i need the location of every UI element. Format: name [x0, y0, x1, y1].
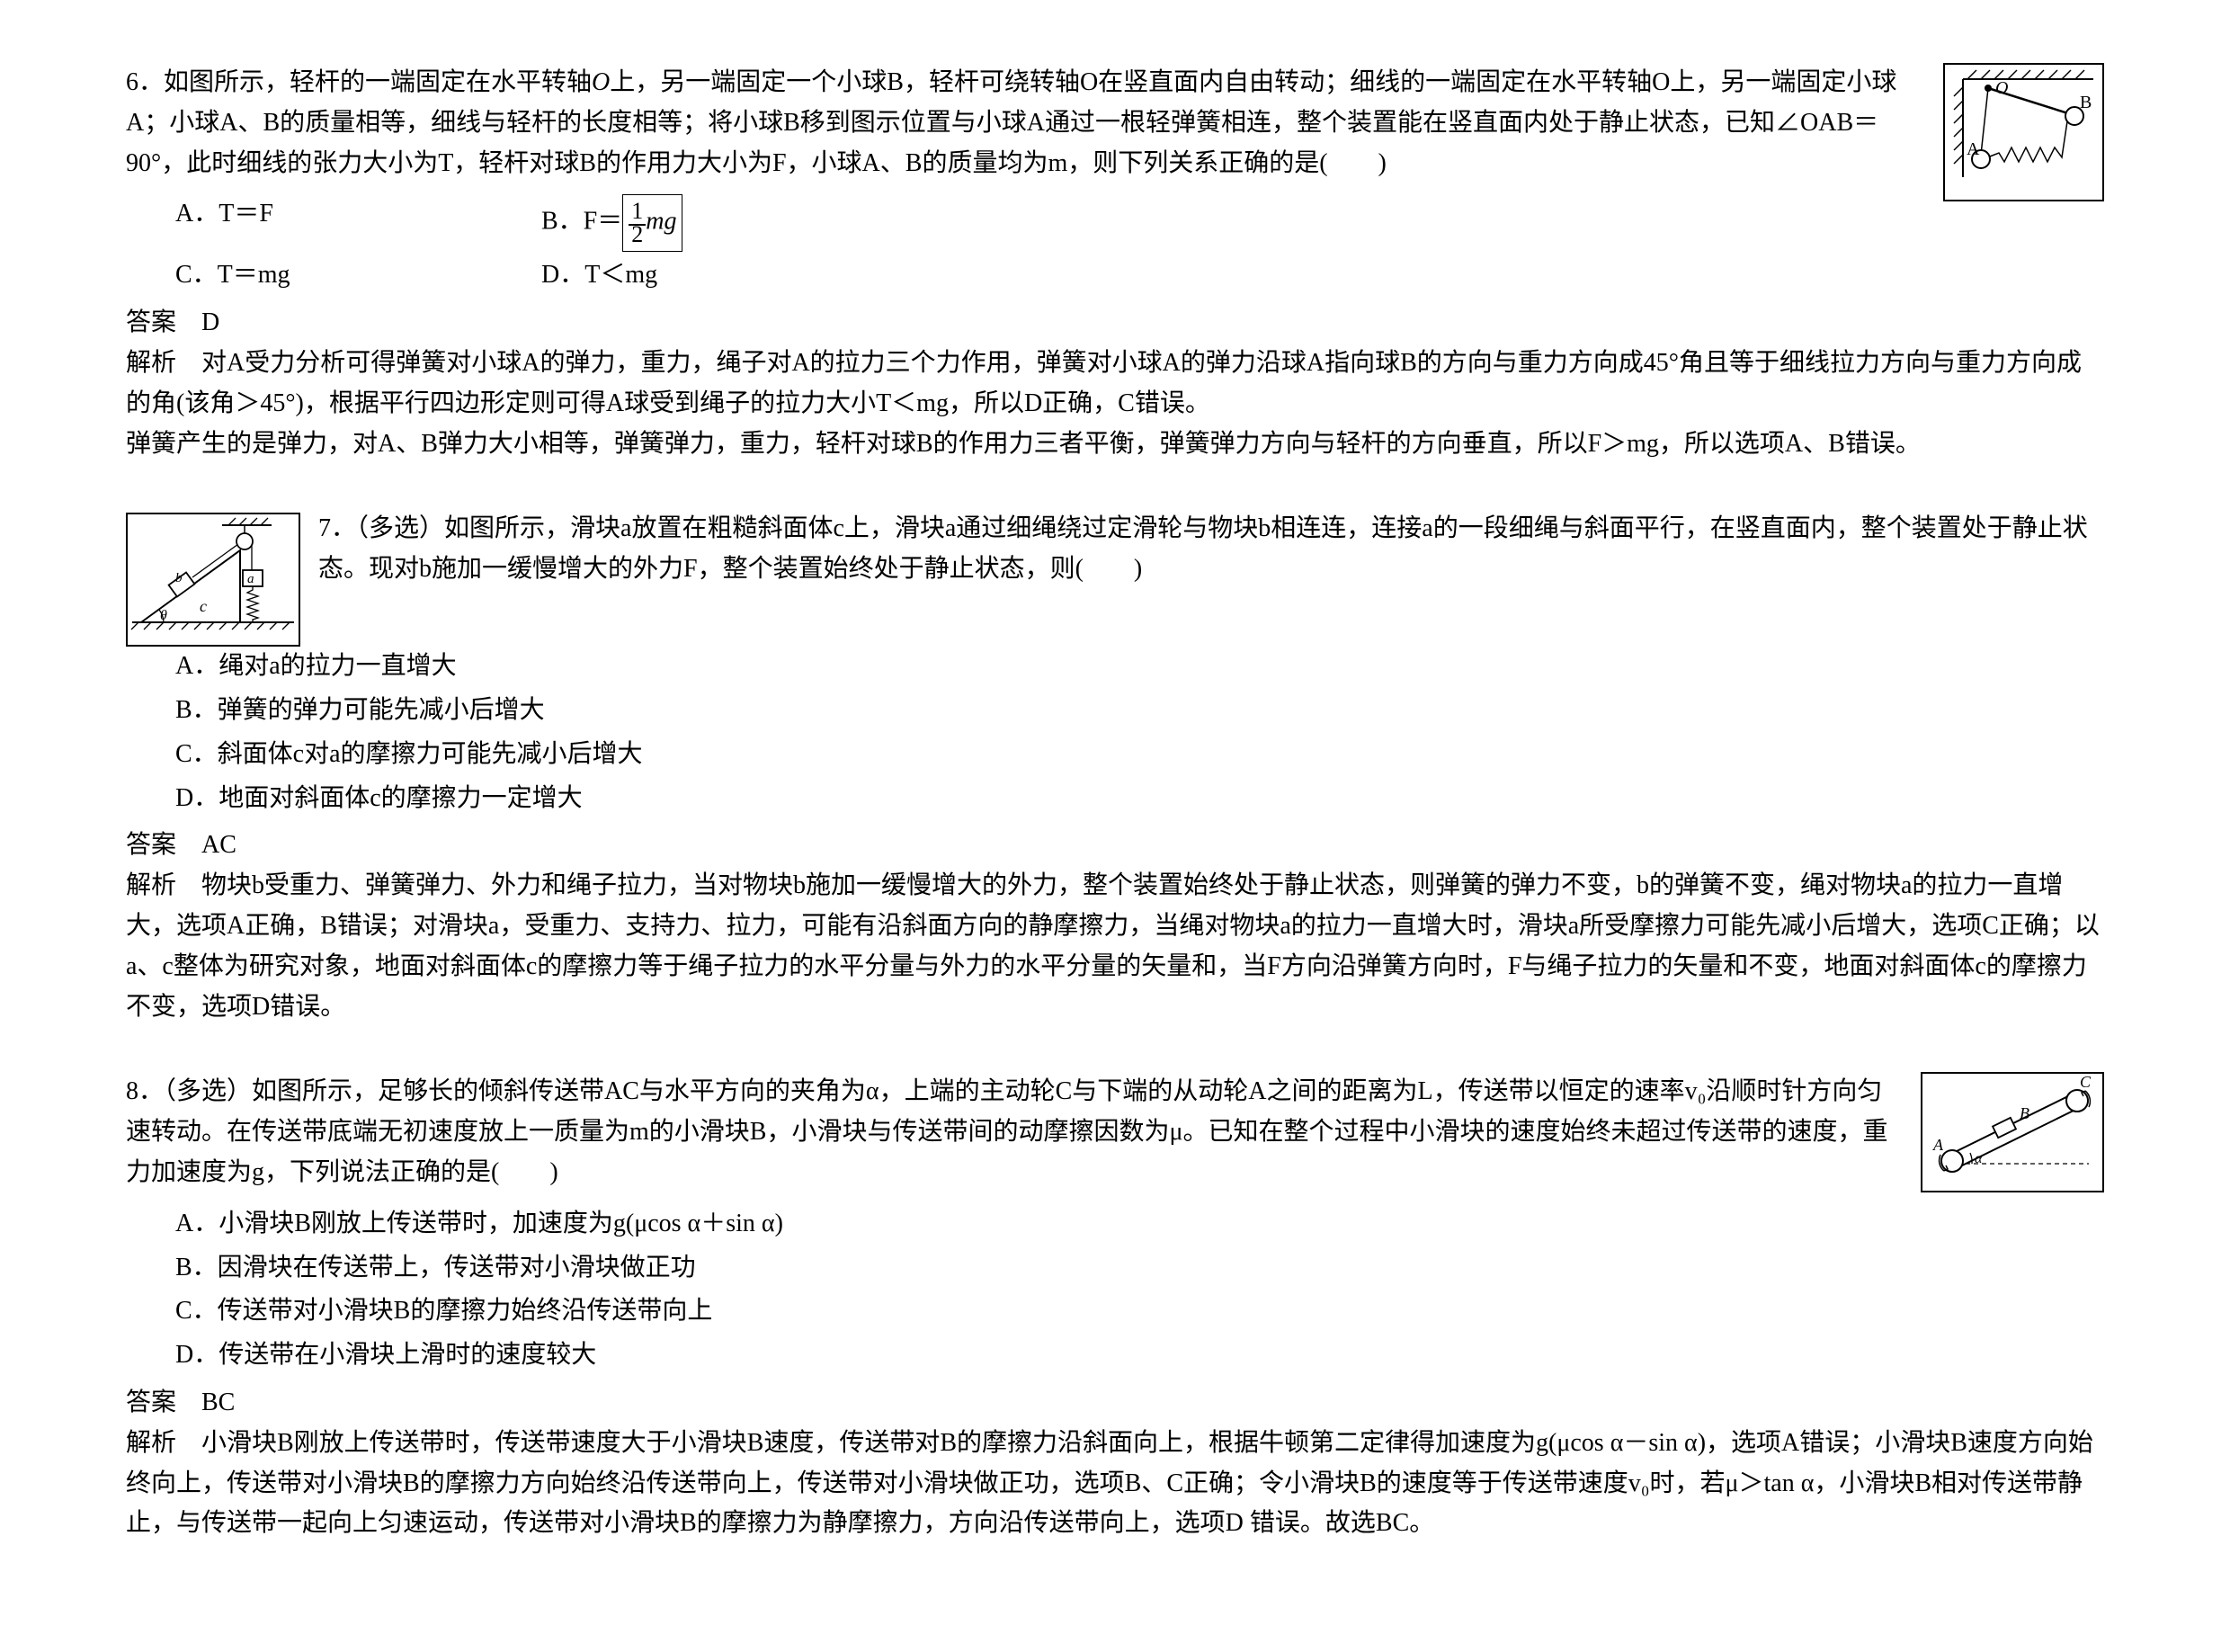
svg-text:a: a	[247, 572, 254, 586]
svg-text:b: b	[175, 571, 183, 585]
svg-text:A: A	[1967, 139, 1980, 159]
q6-solution-2: 弹簧产生的是弹力，对A、B弹力大小相等，弹簧弹力，重力，轻杆对球B的作用力三者平…	[126, 424, 2104, 465]
svg-text:B: B	[2020, 1104, 2029, 1122]
q7-solution: 解析 物块b受重力、弹簧弹力、外力和绳子拉力，当对物块b施加一缓慢增大的外力，整…	[126, 866, 2104, 1027]
svg-text:c: c	[200, 597, 207, 615]
q7-optC: C．斜面体c对a的摩擦力可能先减小后增大	[175, 735, 2104, 775]
q6-options: A．T＝F B．F＝12mg C．T＝mg D．T＜mg	[175, 194, 2104, 296]
q8-optA: A．小滑块B刚放上传送带时，加速度为g(μcos α＋sin α)	[175, 1204, 2104, 1245]
q8-optC: C．传送带对小滑块B的摩擦力始终沿传送带向上	[175, 1291, 2104, 1332]
svg-text:B: B	[2080, 93, 2092, 112]
figure-q6: O B A	[1943, 63, 2104, 201]
q7-number: 7．	[318, 514, 356, 542]
question-7: c θ b a 7．（多选）如图所示，滑块a放置在粗糙斜面体c上，滑块a通过细绳…	[126, 509, 2104, 1045]
q7-text: 7．（多选）如图所示，滑块a放置在粗糙斜面体c上，滑块a通过细绳绕过定滑轮与物块…	[126, 509, 2104, 590]
q7-options: A．绳对a的拉力一直增大 B．弹簧的弹力可能先减小后增大 C．斜面体c对a的摩擦…	[175, 647, 2104, 818]
question-8: α A C B 8．（多选）如图所示，足够长的倾斜传送带AC与水平方向的夹角为α…	[126, 1072, 2104, 1562]
question-6: O B A 6．如图所示，轻杆的一端固定在水平转轴O上，另一端固定一个小球B，轻…	[126, 63, 2104, 482]
q6-text: 6．如图所示，轻杆的一端固定在水平转轴O上，另一端固定一个小球B，轻杆可绕转轴O…	[126, 63, 2104, 183]
q7-optA: A．绳对a的拉力一直增大	[175, 647, 2104, 687]
q8-text: 8．（多选）如图所示，足够长的倾斜传送带AC与水平方向的夹角为α，上端的主动轮C…	[126, 1072, 2104, 1192]
q6-optD: D．T＜mg	[541, 255, 901, 296]
svg-text:A: A	[1932, 1136, 1944, 1154]
q8-optD: D．传送带在小滑块上滑时的速度较大	[175, 1335, 2104, 1376]
q6-optB: B．F＝12mg	[541, 194, 901, 252]
q8-options: A．小滑块B刚放上传送带时，加速度为g(μcos α＋sin α) B．因滑块在…	[175, 1204, 2104, 1376]
q8-solution: 解析 小滑块B刚放上传送带时，传送带速度大于小滑块B速度，传送带对B的摩擦力沿斜…	[126, 1424, 2104, 1544]
figure-q7: c θ b a	[126, 513, 300, 647]
q8-optB: B．因滑块在传送带上，传送带对小滑块做正功	[175, 1248, 2104, 1289]
svg-text:C: C	[2080, 1074, 2092, 1091]
q8-number: 8．	[126, 1077, 164, 1105]
svg-text:θ: θ	[160, 608, 167, 623]
q6-number: 6．	[126, 68, 164, 96]
q6-optC: C．T＝mg	[175, 255, 535, 296]
q7-optD: D．地面对斜面体c的摩擦力一定增大	[175, 779, 2104, 819]
q8-answer: 答案 BC 解析 小滑块B刚放上传送带时，传送带速度大于小滑块B速度，传送带对B…	[126, 1383, 2104, 1544]
q6-answer: 答案 D 解析 对A受力分析可得弹簧对小球A的弹力，重力，绳子对A的拉力三个力作…	[126, 303, 2104, 464]
figure-q8: α A C B	[1921, 1072, 2104, 1192]
q6-solution-1: 解析 对A受力分析可得弹簧对小球A的弹力，重力，绳子对A的拉力三个力作用，弹簧对…	[126, 344, 2104, 424]
q7-answer: 答案 AC 解析 物块b受重力、弹簧弹力、外力和绳子拉力，当对物块b施加一缓慢增…	[126, 826, 2104, 1027]
q7-optB: B．弹簧的弹力可能先减小后增大	[175, 691, 2104, 731]
q6-optA: A．T＝F	[175, 194, 535, 235]
